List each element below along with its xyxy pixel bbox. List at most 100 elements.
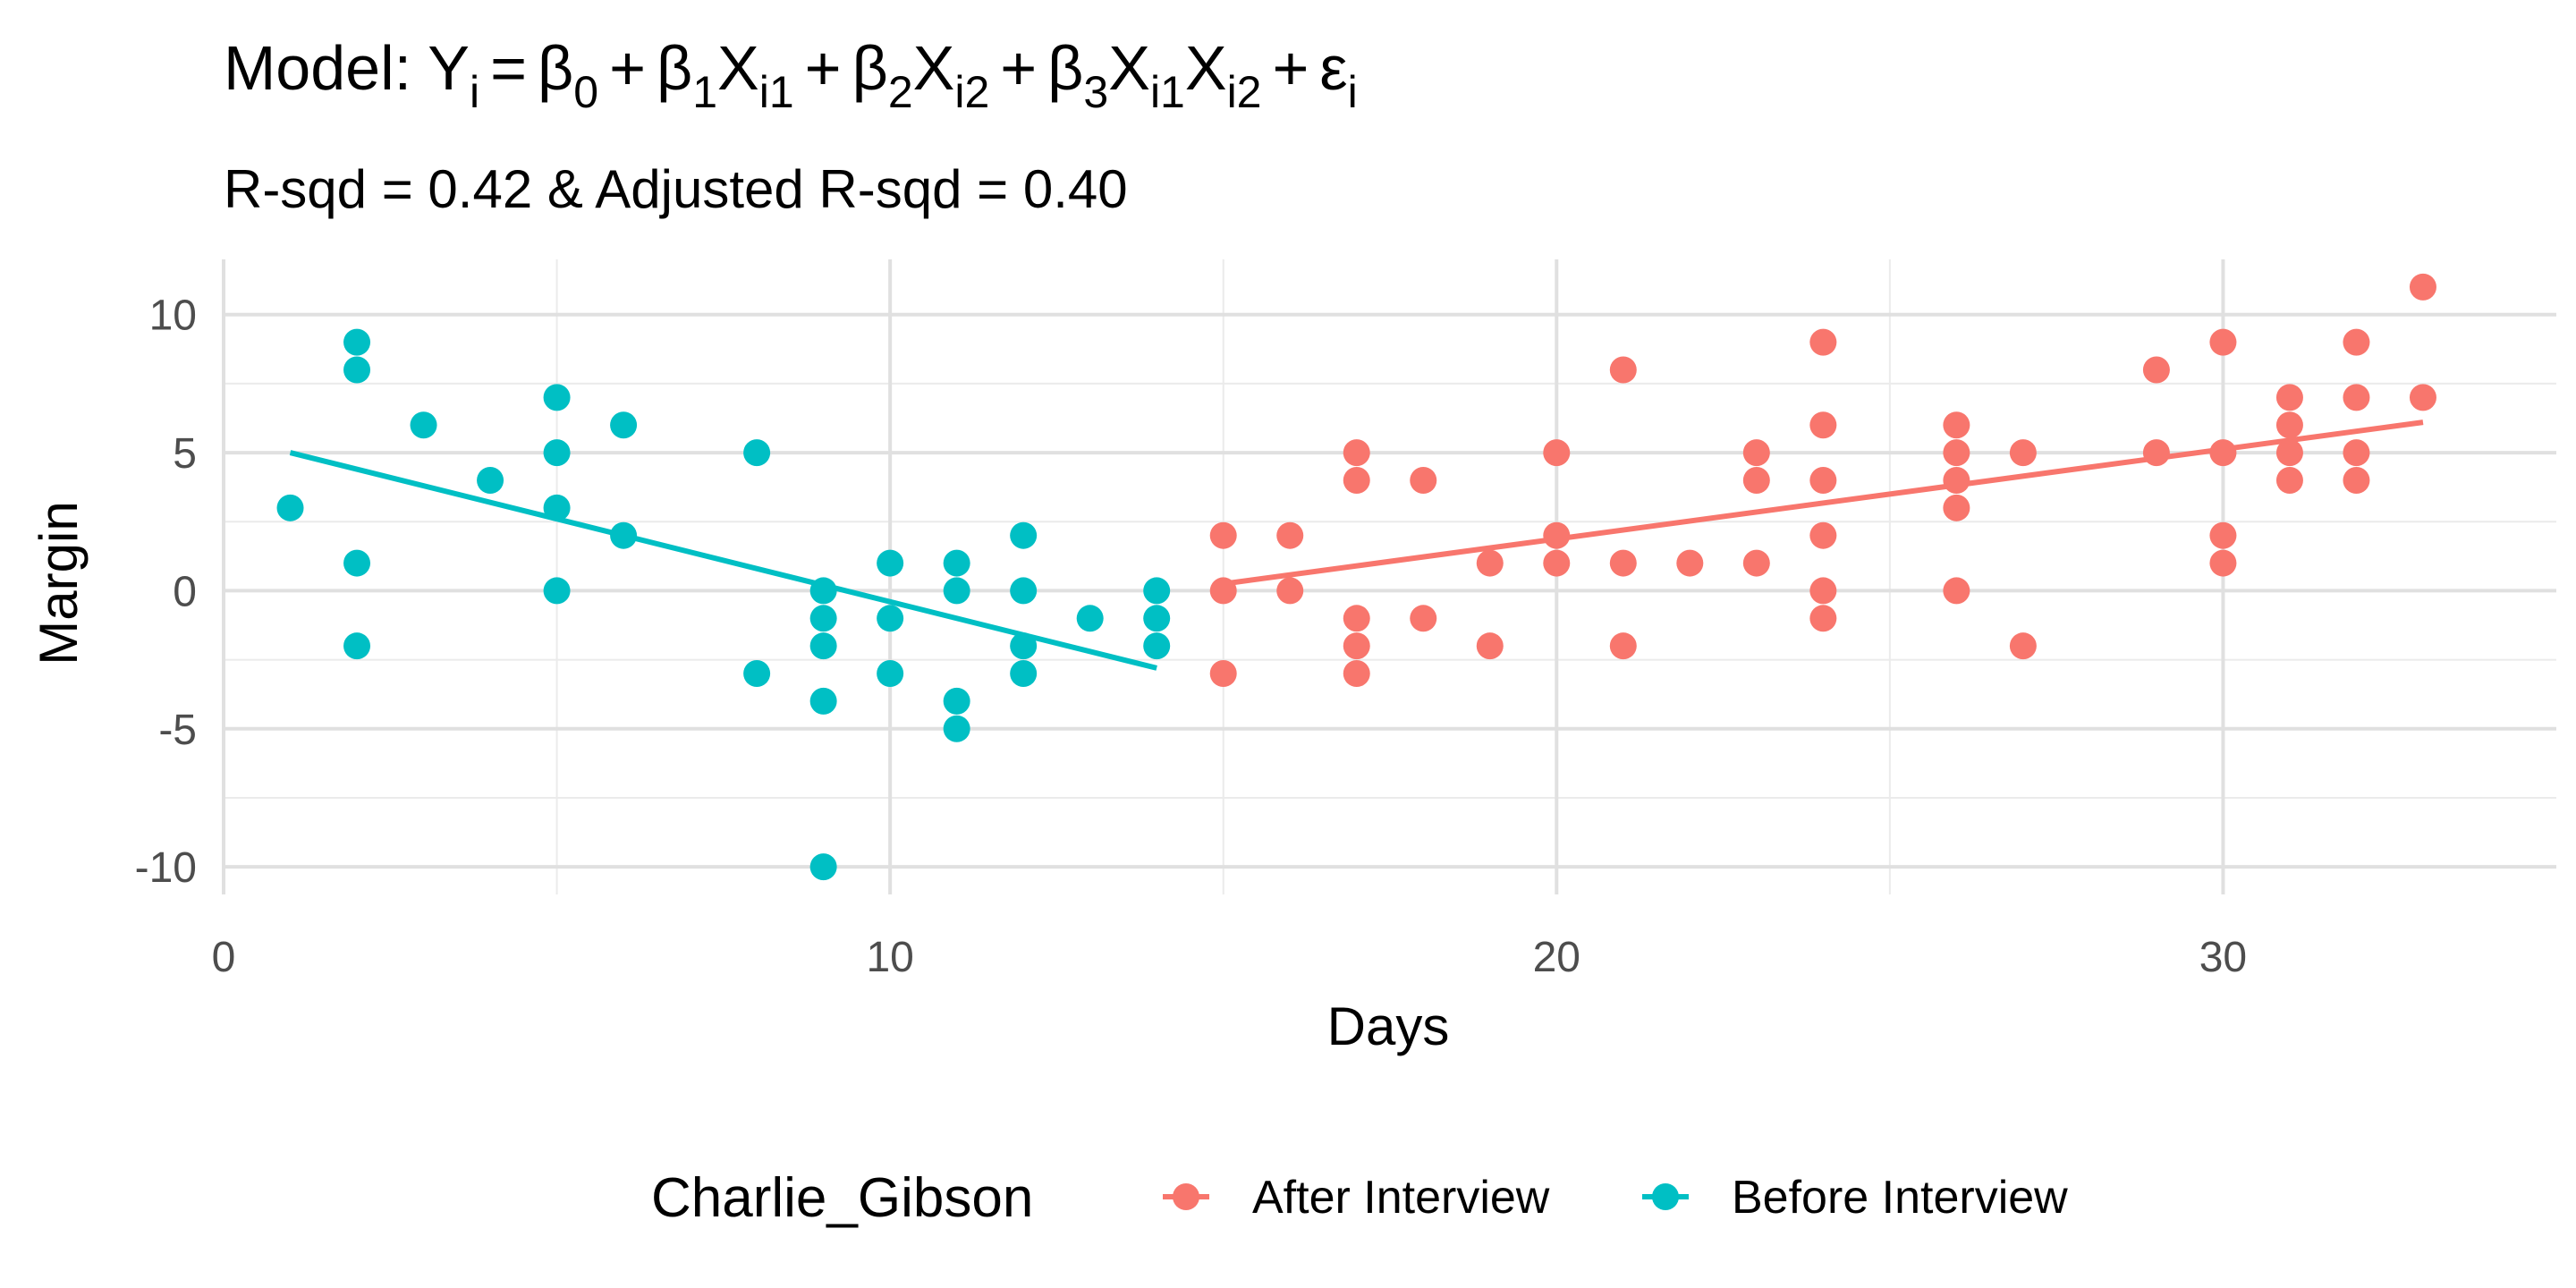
data-point-after-interview (1742, 439, 1770, 467)
data-point-after-interview (1543, 549, 1571, 577)
x-tick-label: 30 (2199, 934, 2247, 981)
y-tick-label: -10 (135, 844, 197, 892)
legend-label-after: After Interview (1252, 1172, 1550, 1224)
grid (222, 259, 2556, 894)
legend-label-before: Before Interview (1732, 1172, 2068, 1224)
y-tick-label: 5 (173, 430, 197, 478)
data-point-after-interview (2343, 466, 2370, 494)
x-axis-label: Days (1327, 996, 1450, 1056)
data-point-after-interview (2343, 439, 2370, 467)
data-point-before-interview (477, 466, 504, 494)
data-point-before-interview (943, 687, 970, 715)
data-point-after-interview (2343, 384, 2370, 411)
data-point-before-interview (877, 549, 904, 577)
data-point-before-interview (877, 605, 904, 632)
data-point-before-interview (543, 439, 571, 467)
data-point-after-interview (1742, 549, 1770, 577)
data-point-after-interview (1343, 632, 1370, 660)
fit-line-before-interview (289, 450, 1157, 671)
data-point-before-interview (743, 439, 771, 467)
data-point-after-interview (1809, 411, 1837, 439)
data-point-after-interview (1809, 466, 1837, 494)
data-point-after-interview (2009, 439, 2037, 467)
fit-line-after-interview (1223, 419, 2424, 587)
data-point-after-interview (1276, 577, 1304, 605)
data-point-after-interview (1742, 466, 1770, 494)
data-point-before-interview (809, 605, 837, 632)
data-point-after-interview (2409, 273, 2436, 301)
data-point-after-interview (1943, 411, 1970, 439)
data-point-before-interview (343, 356, 371, 384)
data-point-before-interview (809, 577, 837, 605)
chart-subtitle: R-sqd = 0.42 & Adjusted R-sqd = 0.40 (224, 159, 1128, 219)
data-point-after-interview (1476, 549, 1504, 577)
x-tick-label: 20 (1533, 934, 1580, 981)
data-point-after-interview (1209, 577, 1237, 605)
data-point-before-interview (610, 521, 638, 549)
data-point-before-interview (1076, 605, 1104, 632)
data-point-after-interview (1410, 605, 1437, 632)
data-point-before-interview (743, 660, 771, 688)
data-point-after-interview (2142, 439, 2170, 467)
data-point-before-interview (1143, 632, 1171, 660)
data-point-after-interview (1943, 439, 1970, 467)
legend: Charlie_Gibson After Interview Before In… (651, 1167, 2068, 1229)
data-point-after-interview (1943, 466, 1970, 494)
data-point-after-interview (1809, 577, 1837, 605)
data-points (276, 273, 2436, 881)
data-point-before-interview (343, 632, 371, 660)
data-point-before-interview (1143, 605, 1171, 632)
data-point-after-interview (1343, 466, 1370, 494)
data-point-after-interview (2275, 384, 2303, 411)
data-point-after-interview (1209, 660, 1237, 688)
svg-text:Model: Yi=β0+β1Xi1+β2Xi2+β3Xi1: Model: Yi = β0 + β1Xi1 + β2Xi2 + β3Xi1Xi2 + εi (224, 33, 1358, 117)
y-tick-label: 0 (173, 568, 197, 615)
data-point-before-interview (276, 494, 304, 521)
title-prefix: Model: (224, 33, 428, 103)
data-point-after-interview (2209, 521, 2237, 549)
x-tick-label: 0 (212, 934, 236, 981)
data-point-after-interview (1410, 466, 1437, 494)
data-point-after-interview (2209, 328, 2237, 356)
legend-item-before-interview: Before Interview (1642, 1172, 2068, 1224)
data-point-after-interview (1609, 549, 1637, 577)
data-point-before-interview (343, 549, 371, 577)
data-point-after-interview (1343, 605, 1370, 632)
data-point-before-interview (610, 411, 638, 439)
data-point-after-interview (1809, 521, 1837, 549)
data-point-before-interview (1010, 577, 1038, 605)
data-point-before-interview (809, 853, 837, 881)
data-point-before-interview (1143, 577, 1171, 605)
data-point-before-interview (809, 687, 837, 715)
data-point-before-interview (543, 577, 571, 605)
data-point-after-interview (1343, 439, 1370, 467)
data-point-after-interview (1943, 494, 1970, 521)
data-point-before-interview (943, 715, 970, 742)
data-point-before-interview (543, 494, 571, 521)
data-point-after-interview (1609, 356, 1637, 384)
legend-title: Charlie_Gibson (651, 1167, 1033, 1229)
data-point-after-interview (1276, 521, 1304, 549)
data-point-after-interview (1943, 577, 1970, 605)
data-point-after-interview (1609, 632, 1637, 660)
data-point-before-interview (943, 577, 970, 605)
data-point-before-interview (1010, 521, 1038, 549)
data-point-after-interview (2275, 466, 2303, 494)
data-point-before-interview (943, 549, 970, 577)
data-point-after-interview (2009, 632, 2037, 660)
data-point-after-interview (2275, 439, 2303, 467)
legend-key-dot-after (1173, 1183, 1199, 1210)
axis-ticks: 0 10 20 30 10 5 0 -5 -10 (135, 292, 2247, 981)
data-point-before-interview (1010, 660, 1038, 688)
data-point-after-interview (1809, 605, 1837, 632)
chart-title: Model: Yi = β0 + β1Xi1 + β2Xi2 + β3Xi1Xi2 + εi (224, 33, 1358, 117)
data-point-after-interview (1343, 660, 1370, 688)
data-point-after-interview (2209, 439, 2237, 467)
data-point-after-interview (2275, 411, 2303, 439)
data-point-after-interview (2209, 549, 2237, 577)
data-point-after-interview (1809, 328, 1837, 356)
y-tick-label: -5 (158, 707, 197, 754)
legend-key-dot-before (1652, 1183, 1679, 1210)
data-point-after-interview (1543, 521, 1571, 549)
